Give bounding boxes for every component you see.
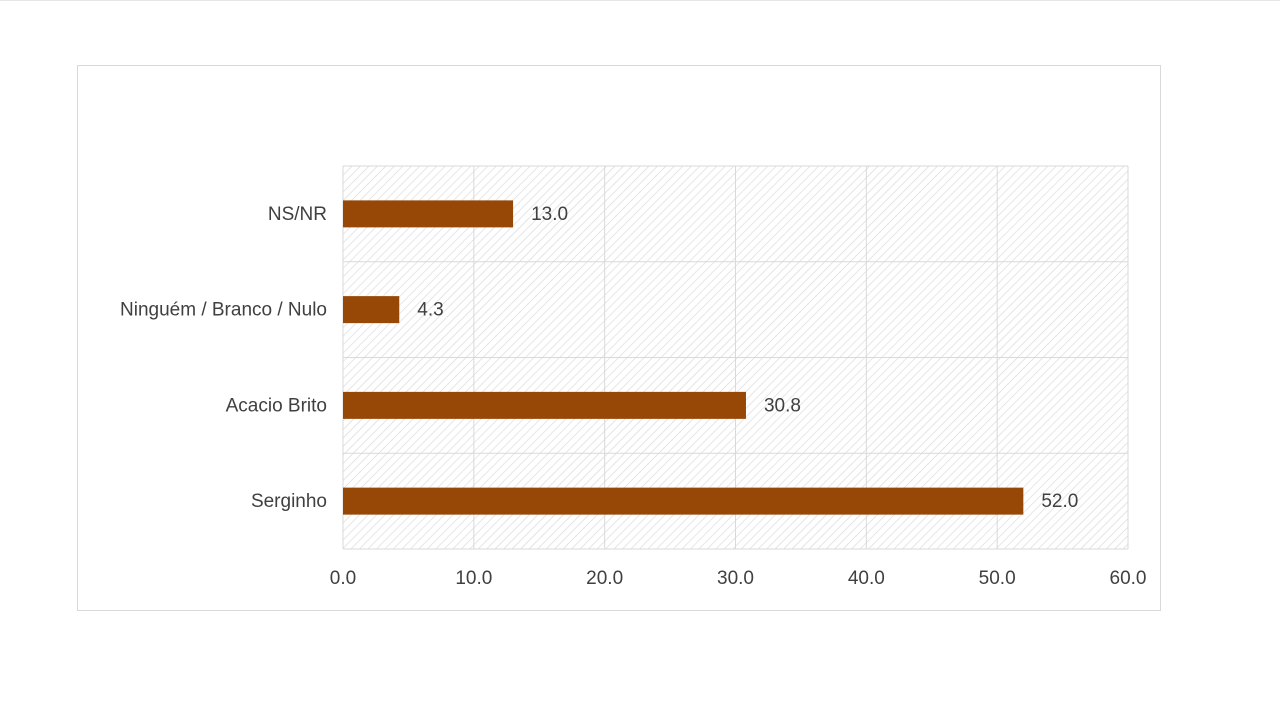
x-tick-label: 20.0 xyxy=(586,568,623,589)
bar xyxy=(343,391,746,419)
x-tick-label: 40.0 xyxy=(848,568,885,589)
y-tick-label: NS/NR xyxy=(268,204,327,225)
y-tick-label: Ninguém / Branco / Nulo xyxy=(120,300,327,321)
x-tick-label: 50.0 xyxy=(979,568,1016,589)
bar xyxy=(343,487,1024,515)
y-tick-label: Acacio Brito xyxy=(226,395,327,416)
x-tick-label: 60.0 xyxy=(1110,568,1147,589)
x-tick-label: 30.0 xyxy=(717,568,754,589)
bar xyxy=(343,296,400,324)
data-label: 52.0 xyxy=(1041,491,1078,512)
bar xyxy=(343,200,514,228)
data-label: 13.0 xyxy=(531,204,568,225)
data-label: 30.8 xyxy=(764,395,801,416)
x-tick-label: 0.0 xyxy=(330,568,356,589)
x-tick-label: 10.0 xyxy=(455,568,492,589)
y-tick-label: Serginho xyxy=(251,491,327,512)
data-label: 4.3 xyxy=(417,300,443,321)
